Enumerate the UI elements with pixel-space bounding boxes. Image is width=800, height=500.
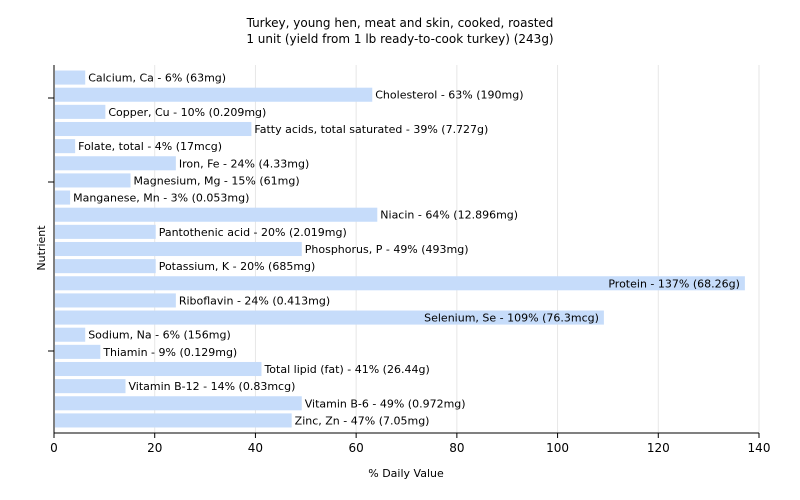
bar xyxy=(55,156,176,171)
chart-title: Turkey, young hen, meat and skin, cooked… xyxy=(246,16,554,30)
bar xyxy=(55,276,745,291)
bar-label: Magnesium, Mg - 15% (61mg) xyxy=(134,174,300,187)
x-tick-label: 140 xyxy=(748,441,771,455)
bar xyxy=(55,310,604,325)
bar xyxy=(55,413,292,428)
bar-label: Phosphorus, P - 49% (493mg) xyxy=(305,243,469,256)
bar xyxy=(55,327,86,342)
bar-label: Iron, Fe - 24% (4.33mg) xyxy=(179,157,309,170)
bar xyxy=(55,104,106,119)
bar xyxy=(55,379,126,394)
bar-label: Cholesterol - 63% (190mg) xyxy=(375,89,523,102)
bar xyxy=(55,361,262,377)
bar-label: Folate, total - 4% (17mcg) xyxy=(78,140,222,153)
bar xyxy=(55,344,101,359)
x-tick-label: 40 xyxy=(248,441,263,455)
bar-label: Potassium, K - 20% (685mg) xyxy=(159,260,316,273)
x-tick-label: 80 xyxy=(449,441,464,455)
x-tick-label: 100 xyxy=(546,441,569,455)
bar-label: Calcium, Ca - 6% (63mg) xyxy=(88,72,226,85)
chart-subtitle: 1 unit (yield from 1 lb ready-to-cook tu… xyxy=(246,32,554,46)
bar xyxy=(55,190,71,205)
bar xyxy=(55,70,86,85)
bars: Calcium, Ca - 6% (63mg) Cholesterol - 63%… xyxy=(55,70,745,428)
bar xyxy=(55,121,252,137)
x-ticks: 0 20 40 60 80 100 120 140 xyxy=(50,433,770,455)
x-tick-label: 0 xyxy=(50,441,58,455)
axes xyxy=(48,65,759,434)
bar-label: Niacin - 64% (12.896mg) xyxy=(380,209,518,222)
bar xyxy=(55,207,378,222)
bar-label: Riboflavin - 24% (0.413mg) xyxy=(179,294,330,307)
bar-label: Selenium, Se - 109% (76.3mcg) xyxy=(424,312,599,325)
bar-label: Manganese, Mn - 3% (0.053mg) xyxy=(73,192,249,205)
bar xyxy=(55,396,302,411)
bar-label: Pantothenic acid - 20% (2.019mg) xyxy=(159,226,347,239)
bar-label: Fatty acids, total saturated - 39% (7.72… xyxy=(254,123,488,136)
bar xyxy=(55,173,131,188)
bar-label: Sodium, Na - 6% (156mg) xyxy=(88,329,231,342)
x-tick-label: 20 xyxy=(147,441,162,455)
bar-label: Zinc, Zn - 47% (7.05mg) xyxy=(295,414,430,427)
bar xyxy=(55,259,156,274)
bar xyxy=(55,293,176,308)
x-tick-label: 60 xyxy=(349,441,364,455)
bar-label: Vitamin B-12 - 14% (0.83mcg) xyxy=(129,380,296,393)
bar-label: Total lipid (fat) - 41% (26.44g) xyxy=(263,363,429,376)
bar-label: Vitamin B-6 - 49% (0.972mg) xyxy=(305,397,466,410)
y-axis-title: Nutrient xyxy=(35,225,48,271)
bar-label: Protein - 137% (68.26g) xyxy=(608,277,740,290)
bar xyxy=(55,87,373,102)
x-tick-label: 120 xyxy=(647,441,670,455)
bar xyxy=(55,241,302,257)
bar-label: Copper, Cu - 10% (0.209mg) xyxy=(108,106,266,119)
bar-label: Thiamin - 9% (0.129mg) xyxy=(102,346,237,359)
x-axis-title: % Daily Value xyxy=(368,467,444,480)
bar xyxy=(55,139,76,154)
bar xyxy=(55,224,156,239)
